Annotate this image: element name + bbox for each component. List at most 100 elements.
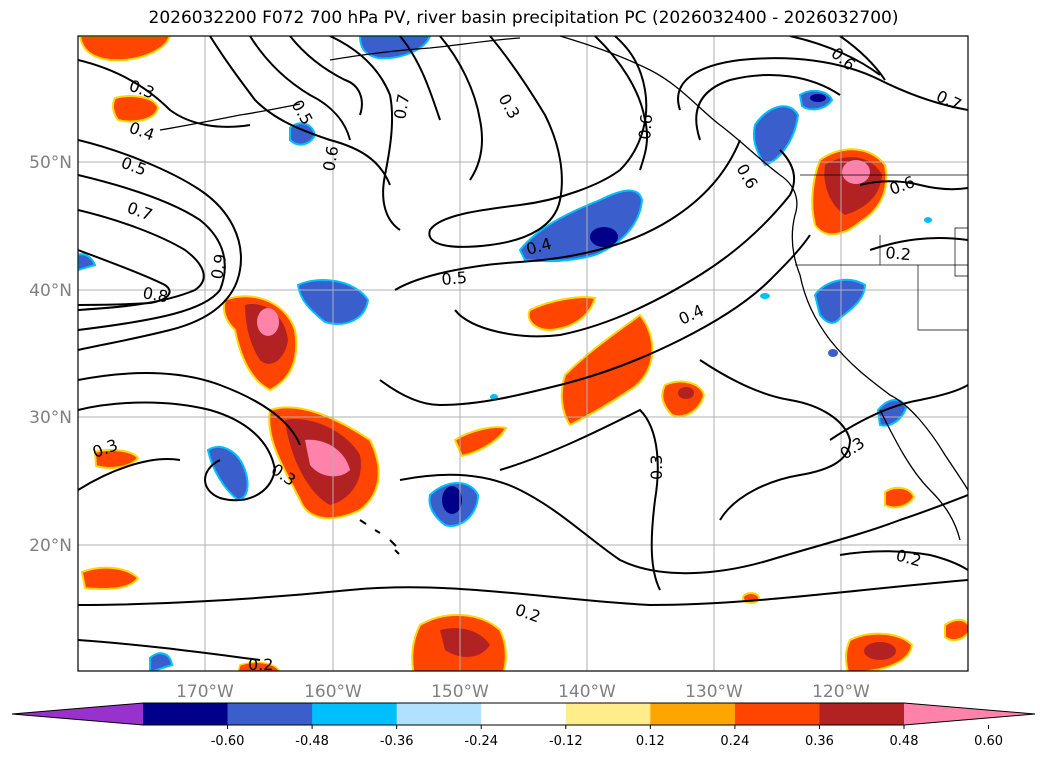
colorbar-segment xyxy=(481,703,567,725)
precip-anomaly-positive xyxy=(864,642,896,660)
colorbar-segment xyxy=(565,703,651,725)
colorbar-tick-label: 0.36 xyxy=(805,734,834,749)
pv-contour xyxy=(454,149,796,338)
precip-anomaly-negative xyxy=(442,486,462,514)
precip-anomaly-positive xyxy=(80,566,140,590)
precip-anomaly-negative xyxy=(828,349,838,357)
colorbar-segment xyxy=(734,703,820,725)
contour-label: 0.5 xyxy=(441,268,468,289)
contour-label: 0.7 xyxy=(933,86,964,114)
colorbar-tick-label: 0.12 xyxy=(636,734,665,749)
contour-label: 0.2 xyxy=(248,655,273,674)
lon-label: 130°W xyxy=(685,682,743,702)
pv-contour xyxy=(699,359,852,521)
gridlines xyxy=(78,36,968,671)
state-border xyxy=(954,227,968,277)
colorbar-tick-label: -0.48 xyxy=(295,734,329,749)
precip-anomaly-positive xyxy=(453,426,508,458)
pv-contour xyxy=(78,174,226,331)
precip-anomaly-negative xyxy=(924,217,932,223)
pv-contour xyxy=(499,408,661,591)
contour-label: 0.7 xyxy=(125,198,155,225)
pv-contour xyxy=(439,36,483,181)
contour-label: 0.5 xyxy=(119,153,149,180)
colorbar-segment xyxy=(396,703,482,725)
precip-anomaly-positive xyxy=(78,36,172,62)
colorbar-segment xyxy=(143,703,229,725)
lat-label: 50°N xyxy=(29,153,72,173)
contour-label: 0.3 xyxy=(647,455,666,480)
precip-anomaly-negative xyxy=(810,94,826,102)
colorbar-segment xyxy=(312,703,398,725)
pv-contour xyxy=(394,139,741,291)
pv-contour xyxy=(78,579,968,607)
pv-contour xyxy=(839,550,968,571)
precip-anomaly-negative xyxy=(590,227,618,247)
lon-label: 140°W xyxy=(558,682,616,702)
lon-label: 120°W xyxy=(812,682,870,702)
lon-label: 160°W xyxy=(304,682,362,702)
pv-contour xyxy=(78,249,171,306)
lon-label: 170°W xyxy=(176,682,234,702)
pv-contour-labels: 0.3 0.4 0.5 0.7 0.8 0.6 0.5 0.7 0.3 0.6 … xyxy=(90,44,965,674)
colorbar-segment xyxy=(819,703,905,725)
contour-label: 0.4 xyxy=(127,118,157,145)
pv-contour xyxy=(399,473,968,575)
pv-contour xyxy=(78,139,242,351)
precip-anomaly-positive xyxy=(112,95,160,123)
lon-labels: 170°W 160°W 150°W 140°W 130°W 120°W xyxy=(176,682,870,702)
coastlines xyxy=(159,36,968,555)
pv-contour xyxy=(329,36,401,231)
colorbar-tick-label: -0.60 xyxy=(211,734,245,749)
precip-anomaly-positive xyxy=(237,661,281,671)
precip-anomaly-positive xyxy=(527,296,597,332)
pv-contour xyxy=(78,372,301,446)
contour-label: 0.6 xyxy=(635,113,656,140)
precip-anomaly-positive xyxy=(257,308,279,336)
colorbar-segment xyxy=(650,703,736,725)
hawaii-islands xyxy=(359,519,400,555)
precip-anomaly-positive xyxy=(884,486,916,509)
map-title: 2026032200 F072 700 hPa PV, river basin … xyxy=(148,8,899,28)
pv-contour xyxy=(839,36,886,81)
contour-label: 0.2 xyxy=(894,546,924,571)
pv-contour xyxy=(209,36,391,186)
precip-anomaly-negative xyxy=(149,652,174,671)
pv-contour xyxy=(594,36,649,171)
lat-labels: 50°N 40°N 30°N 20°N xyxy=(29,153,72,556)
lat-label: 40°N xyxy=(29,281,72,301)
pv-contour xyxy=(289,36,363,116)
precip-anomaly-positive xyxy=(93,449,140,469)
contour-label: 0.2 xyxy=(885,243,912,264)
pv-contour xyxy=(677,57,968,111)
precip-anomaly-positive xyxy=(661,380,706,418)
contour-label: 0.6 xyxy=(887,172,917,199)
pv-contour xyxy=(859,180,968,191)
colorbar-extend-max xyxy=(904,703,1035,725)
contour-label: 0.4 xyxy=(676,301,707,329)
pv-contour xyxy=(249,36,351,141)
pv-contour xyxy=(829,384,968,441)
pv-contour xyxy=(78,639,261,661)
contour-label: 0.9 xyxy=(207,252,230,280)
precip-anomaly-negative xyxy=(760,293,770,299)
state-border xyxy=(917,265,968,331)
pv-contour xyxy=(78,209,205,311)
colorbar-tick-label: -0.36 xyxy=(380,734,414,749)
coastline-alaska-peninsula xyxy=(329,37,521,61)
colorbar-outline xyxy=(11,702,1036,726)
precip-anomaly-negative xyxy=(206,445,249,502)
pv-contour xyxy=(78,59,251,128)
pv-contour xyxy=(78,401,277,502)
pv-contour xyxy=(695,74,841,141)
precip-anomaly-negative xyxy=(752,105,800,167)
contour-label: 0.2 xyxy=(513,600,543,627)
colorbar-tick-label: -0.12 xyxy=(549,734,583,749)
pv-contour xyxy=(428,36,648,248)
precip-negative-anomalies xyxy=(78,36,932,671)
colorbar-tick-label: 0.48 xyxy=(890,734,919,749)
pv-contour xyxy=(869,237,968,251)
precip-anomaly-negative xyxy=(813,278,867,324)
colorbar-segment xyxy=(227,703,313,725)
